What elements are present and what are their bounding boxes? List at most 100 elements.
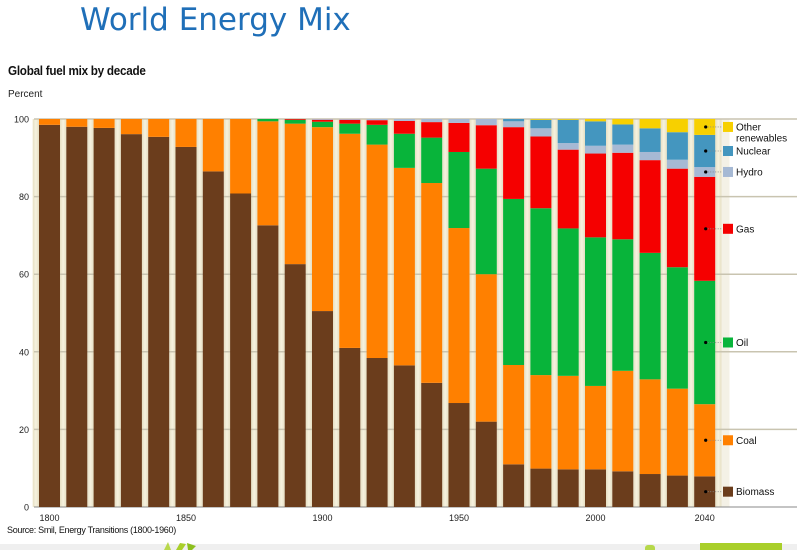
bar-segment-biomass bbox=[639, 474, 661, 507]
bar-stack-1860 bbox=[202, 119, 224, 507]
bar-gap bbox=[578, 119, 585, 507]
bar-segment-oil bbox=[312, 121, 333, 128]
plot-background bbox=[32, 119, 730, 507]
bar-stack-1810 bbox=[66, 119, 88, 507]
bar-segment-biomass bbox=[475, 421, 497, 507]
bar-gap bbox=[660, 119, 667, 507]
legend-item-hydro: Hydro bbox=[704, 166, 763, 178]
legend-label: Coal bbox=[736, 436, 757, 447]
bar-segment-oil bbox=[639, 252, 661, 380]
bar-segment-coal bbox=[257, 121, 279, 226]
bar-segment-gas bbox=[339, 119, 361, 124]
bar-segment-hydro bbox=[639, 151, 661, 161]
bar-stack-1980 bbox=[530, 119, 552, 507]
bar-segment-nuclear bbox=[612, 124, 634, 145]
bar-segment-gas bbox=[503, 127, 525, 199]
bar-segment-nuclear bbox=[530, 119, 552, 129]
bar-segment-oil bbox=[557, 228, 579, 376]
bar-segment-biomass bbox=[612, 471, 634, 507]
bar-segment-biomass bbox=[366, 358, 388, 507]
legend-swatch bbox=[723, 121, 733, 132]
bar-stack-1970 bbox=[503, 119, 525, 507]
bar-gap bbox=[223, 119, 231, 507]
bar-segment-coal bbox=[120, 119, 142, 135]
bar-segment-coal bbox=[530, 375, 552, 469]
legend-swatch bbox=[723, 435, 733, 446]
bar-segment-coal bbox=[366, 144, 388, 359]
x-tick-label: 2000 bbox=[585, 513, 605, 523]
bar-gap bbox=[278, 119, 285, 507]
y-tick-label: 100 bbox=[14, 115, 29, 125]
legend-pointer-dot bbox=[704, 490, 708, 494]
bar-segment-hydro bbox=[448, 119, 470, 123]
slide-title-text: World Energy Mix bbox=[80, 2, 351, 38]
legend-swatch bbox=[723, 337, 733, 348]
bar-segment-hydro bbox=[339, 119, 361, 120]
x-tick-label: 1850 bbox=[176, 513, 196, 523]
bar-gap bbox=[305, 119, 312, 507]
bar-gap bbox=[715, 119, 722, 507]
bar-segment-biomass bbox=[284, 264, 306, 507]
bar-segment-oil bbox=[339, 123, 361, 134]
bar-segment-biomass bbox=[66, 126, 88, 507]
bar-segment-nuclear bbox=[639, 128, 661, 152]
bar-segment-other-renewables bbox=[530, 119, 552, 120]
bar-gap bbox=[87, 119, 94, 507]
legend-label: Gas bbox=[736, 224, 754, 235]
bar-segment-other-renewables bbox=[557, 119, 579, 120]
bar-segment-other-renewables bbox=[639, 119, 661, 129]
bar-segment-coal bbox=[585, 385, 606, 470]
bar-stack-1840 bbox=[148, 119, 170, 507]
y-tick-label: 20 bbox=[19, 425, 29, 435]
bar-segment-biomass bbox=[339, 347, 361, 507]
bar-segment-nuclear bbox=[557, 119, 579, 144]
x-tick-label: 2040 bbox=[695, 513, 715, 523]
legend-item-oil: Oil bbox=[704, 337, 748, 349]
decorative-bar bbox=[700, 543, 782, 550]
bar-gap bbox=[633, 119, 640, 507]
bar-segment-nuclear bbox=[503, 119, 525, 122]
legend-label: renewables bbox=[736, 133, 787, 144]
bar-segment-biomass bbox=[39, 124, 60, 507]
legend-label: Oil bbox=[736, 338, 748, 349]
bar-stack-1850 bbox=[175, 119, 197, 507]
bar-segment-gas bbox=[366, 120, 388, 125]
bar-segment-gas bbox=[421, 122, 443, 138]
bar-segment-hydro bbox=[421, 119, 443, 123]
bar-segment-coal bbox=[612, 370, 634, 472]
bar-segment-hydro bbox=[666, 159, 688, 169]
legend-pointer-dot bbox=[704, 149, 708, 153]
bar-segment-coal bbox=[284, 123, 306, 265]
bar-segment-gas bbox=[557, 149, 579, 229]
bar-segment-oil bbox=[666, 267, 688, 389]
bar-gap bbox=[606, 119, 613, 507]
bar-segment-coal bbox=[312, 127, 333, 312]
bar-stack-2020 bbox=[639, 119, 661, 507]
bar-segment-gas bbox=[393, 120, 415, 134]
legend-item-coal: Coal bbox=[704, 435, 757, 447]
bars bbox=[39, 119, 716, 507]
bar-segment-biomass bbox=[175, 146, 197, 507]
bar-gap bbox=[114, 119, 121, 507]
bar-stack-1930 bbox=[393, 119, 415, 507]
bar-gap bbox=[442, 119, 449, 507]
bar-segment-biomass bbox=[257, 225, 279, 507]
bar-segment-biomass bbox=[503, 464, 525, 507]
legend-pointer-dot bbox=[704, 125, 708, 129]
bar-gap bbox=[360, 119, 367, 507]
legend-label: Other bbox=[736, 122, 762, 133]
bar-segment-coal bbox=[666, 388, 688, 476]
legend-swatch bbox=[723, 486, 733, 497]
bar-gap bbox=[551, 119, 558, 507]
bar-segment-gas bbox=[585, 153, 606, 238]
bar-segment-hydro bbox=[475, 119, 497, 126]
bar-segment-biomass bbox=[557, 469, 579, 507]
decorative-plant-icon bbox=[645, 545, 655, 550]
bar-segment-coal bbox=[503, 364, 525, 465]
bar-segment-coal bbox=[148, 119, 170, 137]
bar-segment-biomass bbox=[120, 134, 142, 507]
chart-title: Global fuel mix by decade bbox=[8, 63, 146, 78]
legend-swatch bbox=[723, 223, 733, 234]
source-note: Source: Smil, Energy Transitions (1800-1… bbox=[7, 525, 176, 535]
bar-gap bbox=[251, 119, 258, 507]
